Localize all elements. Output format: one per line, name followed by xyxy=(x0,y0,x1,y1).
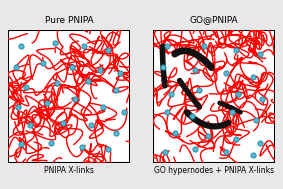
Text: GO hypernodes + PNIPA X-links: GO hypernodes + PNIPA X-links xyxy=(154,166,274,175)
Text: Pure PNIPA: Pure PNIPA xyxy=(45,15,94,25)
Text: GO@PNIPA: GO@PNIPA xyxy=(189,15,238,25)
FancyBboxPatch shape xyxy=(8,30,130,163)
FancyBboxPatch shape xyxy=(153,30,275,163)
Text: PNIPA X-links: PNIPA X-links xyxy=(44,166,94,175)
